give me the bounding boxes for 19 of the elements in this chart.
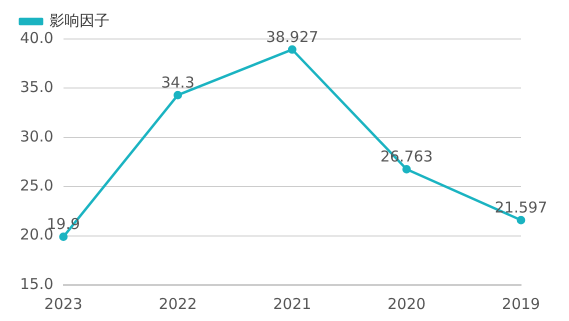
point: [59, 232, 68, 242]
point: [516, 216, 526, 224]
point: [288, 45, 296, 54]
data-label: 38.927: [266, 28, 318, 46]
y-tick-label: 25.0: [20, 176, 54, 194]
x-tick-label: 2019: [502, 294, 540, 313]
x-tick-label: 2021: [273, 294, 312, 313]
y-tick-label: 15.0: [20, 274, 54, 293]
point: [174, 90, 182, 100]
y-tick-label: 30.0: [20, 127, 54, 146]
point: [402, 165, 411, 174]
x-tick-label: 2023: [44, 294, 82, 313]
legend-label: 影响因子: [50, 11, 110, 30]
y-tick-label: 40.0: [20, 28, 54, 47]
data-label: 34.3: [161, 73, 194, 92]
y-tick-label: 35.0: [20, 78, 54, 96]
x-tick-label: 2022: [158, 294, 197, 313]
x-tick-label: 2020: [388, 294, 426, 313]
data-label: 21.597: [494, 198, 548, 216]
